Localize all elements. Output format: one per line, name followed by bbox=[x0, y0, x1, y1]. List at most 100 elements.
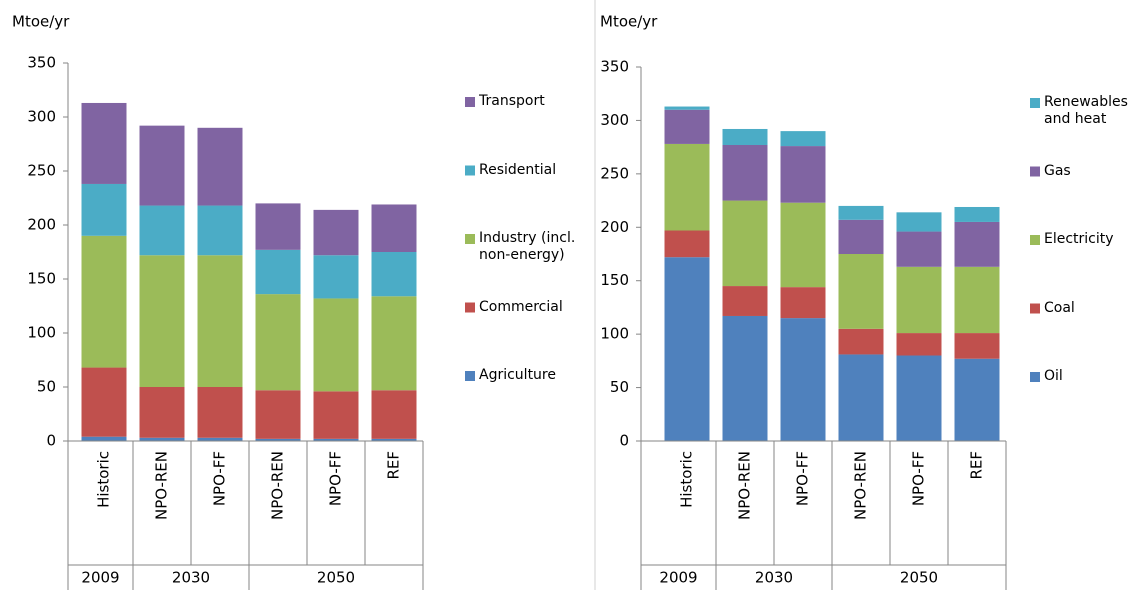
bar-segment bbox=[896, 355, 942, 441]
bar-segment bbox=[197, 387, 243, 438]
bar-segment bbox=[255, 203, 301, 250]
bar-segment bbox=[313, 255, 359, 299]
bar-segment bbox=[371, 296, 417, 391]
x-tick-label: REF bbox=[968, 451, 986, 480]
bar-segment bbox=[896, 333, 942, 356]
x-tick-label: Historic bbox=[95, 451, 113, 508]
y-tick-label: 250 bbox=[27, 162, 56, 180]
bar-segment bbox=[255, 249, 301, 295]
bar-segment bbox=[954, 333, 1000, 359]
legend-swatch bbox=[465, 371, 475, 381]
x-tick-label: Historic bbox=[678, 451, 696, 508]
bar-segment bbox=[139, 255, 185, 387]
legend-label: Commercial bbox=[479, 298, 563, 315]
legend-label: Agriculture bbox=[479, 367, 556, 383]
y-tick-label: 300 bbox=[27, 108, 56, 126]
bar-segment bbox=[838, 354, 884, 441]
group-label: 2050 bbox=[317, 569, 355, 587]
bar-segment bbox=[896, 231, 942, 267]
bar-segment bbox=[139, 387, 185, 438]
legend-swatch bbox=[465, 234, 475, 244]
legend-item: Coal bbox=[1044, 299, 1075, 316]
bar-segment bbox=[371, 438, 417, 441]
legend-swatch bbox=[465, 97, 475, 107]
bar-segment bbox=[722, 145, 768, 201]
x-tick-label: NPO-REN bbox=[736, 451, 754, 520]
y-tick-label: 50 bbox=[610, 378, 629, 396]
y-tick-label: 350 bbox=[600, 58, 629, 76]
bar-segment bbox=[81, 183, 127, 236]
y-tick-label: 200 bbox=[600, 218, 629, 236]
group-label: 2030 bbox=[172, 569, 210, 587]
bar-segment bbox=[838, 205, 884, 220]
y-tick-label: 150 bbox=[27, 270, 56, 288]
bar-segment bbox=[197, 437, 243, 441]
legend-item: Renewables and heat bbox=[1044, 94, 1128, 127]
bar-segment bbox=[139, 205, 185, 256]
bar-segment bbox=[197, 255, 243, 387]
y-axis-label: Mtoe/yr bbox=[600, 13, 658, 31]
bar-segment bbox=[255, 390, 301, 439]
x-tick-label: NPO-REN bbox=[153, 451, 171, 520]
legend-label: Transport bbox=[479, 93, 545, 109]
bar-segment bbox=[722, 286, 768, 316]
legend-item: Electricity bbox=[1044, 231, 1114, 247]
legend-item: Residential bbox=[479, 161, 557, 178]
legend-label: Coal bbox=[1044, 299, 1075, 316]
y-axis-label: Mtoe/yr bbox=[12, 13, 70, 31]
y-tick-label: 250 bbox=[600, 164, 629, 182]
bar-segment bbox=[313, 391, 359, 439]
legend-item: Industry (incl. non-energy) bbox=[479, 230, 575, 263]
y-tick-label: 350 bbox=[27, 54, 56, 72]
legend-swatch bbox=[1030, 235, 1040, 245]
x-tick-label: NPO-FF bbox=[327, 451, 345, 506]
legend-label: Oil bbox=[1044, 368, 1063, 384]
x-tick-label: NPO-FF bbox=[910, 451, 928, 506]
y-tick-label: 150 bbox=[600, 271, 629, 289]
bar-segment bbox=[896, 266, 942, 334]
legend-label: Gas bbox=[1044, 162, 1071, 179]
legend-label: Residential bbox=[479, 161, 557, 178]
legend-item: Oil bbox=[1044, 368, 1063, 384]
x-tick-label: NPO-FF bbox=[794, 451, 812, 506]
bar-segment bbox=[664, 109, 710, 144]
bar-segment bbox=[81, 367, 127, 437]
legend-swatch bbox=[1030, 98, 1040, 108]
bar-segment bbox=[722, 315, 768, 441]
x-tick-label: NPO-REN bbox=[269, 451, 287, 520]
y-tick-label: 50 bbox=[37, 378, 56, 396]
legend-item: Agriculture bbox=[479, 367, 556, 383]
legend-item: Commercial bbox=[479, 298, 563, 315]
x-tick-label: NPO-REN bbox=[852, 451, 870, 520]
bar-segment bbox=[313, 209, 359, 256]
bar-segment bbox=[954, 266, 1000, 334]
bar-segment bbox=[313, 438, 359, 441]
legend-item: Gas bbox=[1044, 162, 1071, 179]
bar-segment bbox=[81, 436, 127, 441]
group-label: 2050 bbox=[900, 569, 938, 587]
bar-segment bbox=[81, 235, 127, 368]
bar-segment bbox=[780, 287, 826, 319]
bar-segment bbox=[722, 200, 768, 287]
bar-segment bbox=[197, 127, 243, 206]
y-tick-label: 100 bbox=[27, 324, 56, 342]
bar-segment bbox=[838, 328, 884, 355]
bar-segment bbox=[139, 437, 185, 441]
bar-segment bbox=[371, 204, 417, 252]
bar-segment bbox=[371, 390, 417, 439]
group-label: 2009 bbox=[659, 569, 697, 587]
legend-swatch bbox=[1030, 372, 1040, 382]
group-label: 2009 bbox=[81, 569, 119, 587]
bar-segment bbox=[371, 252, 417, 297]
y-tick-label: 200 bbox=[27, 216, 56, 234]
bar-segment bbox=[664, 230, 710, 258]
bar-segment bbox=[838, 219, 884, 254]
bar-segment bbox=[954, 221, 1000, 267]
bar-segment bbox=[664, 257, 710, 441]
bar-segment bbox=[780, 318, 826, 441]
bar-segment bbox=[838, 254, 884, 329]
y-tick-label: 100 bbox=[600, 325, 629, 343]
legend-swatch bbox=[465, 302, 475, 313]
legend-swatch bbox=[1030, 303, 1040, 314]
